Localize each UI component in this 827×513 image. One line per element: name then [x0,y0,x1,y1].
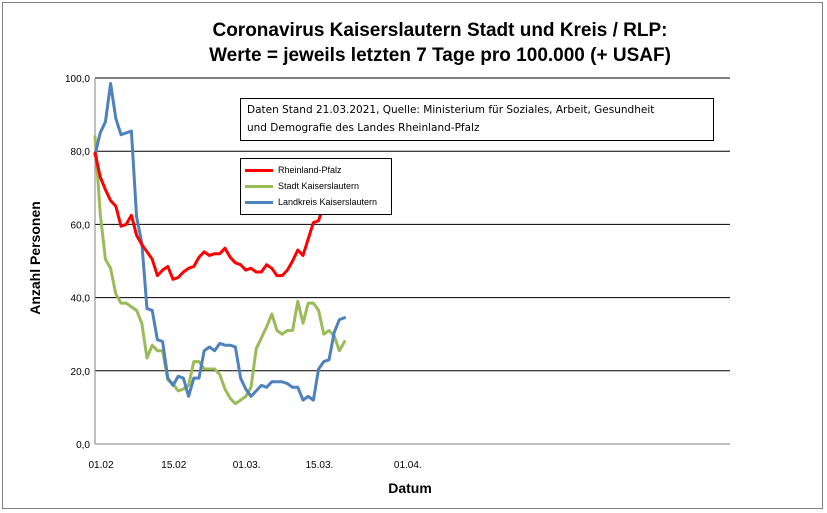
source-annotation: Daten Stand 21.03.2021, Quelle: Minister… [240,98,714,141]
y-tick-label: 80,0 [71,147,91,158]
legend-item-landkreis-kaiserslautern: Landkreis Kaiserslautern [245,194,387,210]
y-tick-labels: 0,0 20,0 40,0 60,0 80,0 100,0 [65,74,90,451]
x-axis-label: Datum [388,480,432,496]
x-tick-label: 01.04. [394,460,422,471]
y-tick-label: 20,0 [71,367,91,378]
series-lines [93,82,347,406]
y-tick-label: 0,0 [76,440,90,451]
legend-item-rheinland-pfalz: Rheinland-Pfalz [245,162,387,178]
chart-title: Coronavirus Kaiserslautern Stadt und Kre… [140,18,740,68]
series-line-rheinland-pfalz [93,151,347,281]
x-tick-labels: 01.02 15.02 01.03. 15.03. 01.04. [88,460,421,471]
x-tick-label: 15.03. [305,460,333,471]
series-line-landkreis-kaiserslautern [93,82,347,402]
legend-label-rheinland-pfalz: Rheinland-Pfalz [278,165,342,175]
y-tick-label: 100,0 [65,74,90,85]
legend-swatch-rheinland-pfalz [245,168,273,172]
legend-label-landkreis-kaiserslautern: Landkreis Kaiserslautern [278,197,378,207]
series-line-stadt-kaiserslautern [93,135,347,406]
chart-title-line-2: Werte = jeweils letzten 7 Tage pro 100.0… [209,45,671,66]
y-tick-label: 60,0 [71,220,91,231]
legend-item-stadt-kaiserslautern: Stadt Kaiserslautern [245,178,387,194]
x-tick-label: 15.02 [161,460,186,471]
x-tick-label: 01.03. [233,460,261,471]
source-annotation-line-2: und Demografie des Landes Rheinland-Pfal… [247,122,480,134]
y-axis-label: Anzahl Personen [27,201,43,315]
x-tick-label: 01.02 [88,460,113,471]
legend-swatch-stadt-kaiserslautern [245,184,273,188]
chart-title-line-1: Coronavirus Kaiserslautern Stadt und Kre… [212,20,668,41]
legend: Rheinland-Pfalz Stadt Kaiserslautern Lan… [240,158,392,215]
legend-swatch-landkreis-kaiserslautern [245,200,273,204]
y-tick-label: 40,0 [71,294,91,305]
grid-lines [95,77,730,372]
source-annotation-line-1: Daten Stand 21.03.2021, Quelle: Minister… [247,104,655,116]
legend-label-stadt-kaiserslautern: Stadt Kaiserslautern [278,181,360,191]
